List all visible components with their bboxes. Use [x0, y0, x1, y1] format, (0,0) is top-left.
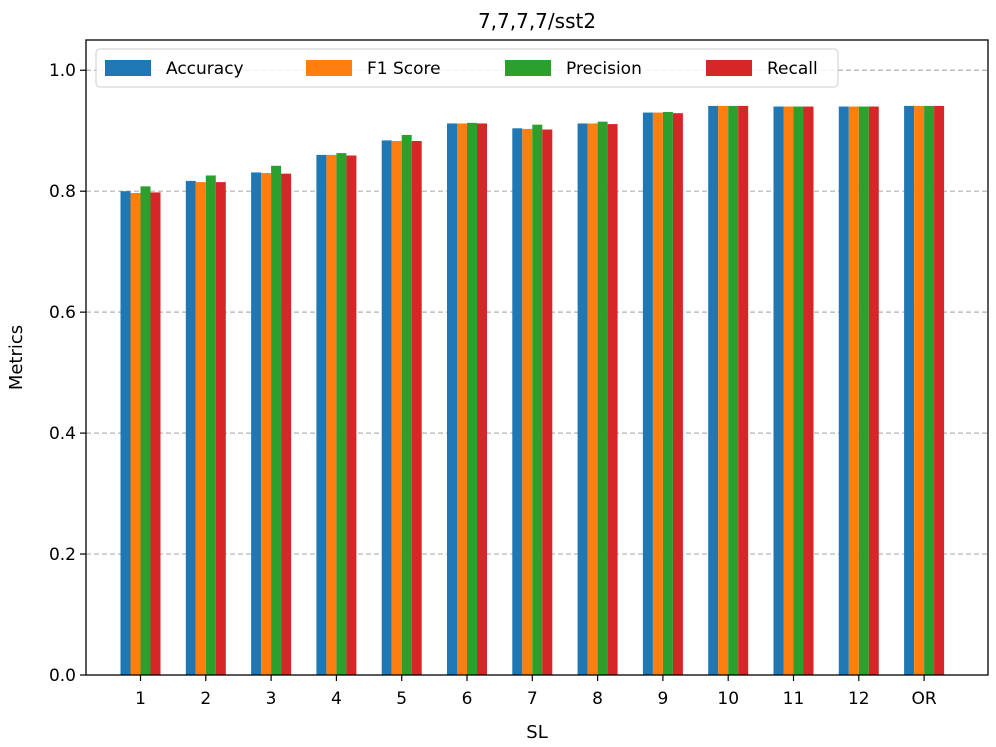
bar-precision: [597, 121, 608, 675]
bar-accuracy: [904, 105, 915, 675]
bar-recall: [672, 113, 683, 675]
plot-frame: [85, 39, 989, 676]
bar-accuracy: [577, 123, 588, 675]
y-tick-label: 1.0: [49, 61, 76, 81]
bar-recall: [934, 105, 945, 675]
legend-swatch: [105, 60, 151, 76]
bar-precision: [532, 124, 543, 675]
bar-recall: [803, 106, 814, 676]
bar-accuracy: [185, 180, 196, 675]
bar-recall: [738, 105, 749, 675]
bar-recall: [346, 155, 357, 675]
bar-precision: [401, 134, 412, 675]
bar-precision: [728, 105, 739, 675]
x-axis-label: SL: [526, 722, 547, 743]
x-tick-label: 11: [783, 689, 805, 709]
bar-f1-score: [522, 128, 533, 675]
x-tick-label: 9: [657, 689, 668, 709]
x-tick-label: 12: [848, 689, 870, 709]
legend-swatch: [505, 60, 551, 76]
legend-swatch: [306, 60, 352, 76]
y-axis-label: Metrics: [6, 325, 27, 390]
legend: Accuracy F1 Score Precision Recall: [95, 48, 839, 88]
axes: 0.00.20.40.60.81.01 2 3 4 5 6 7 8 9 10 11 12 OR: [49, 39, 989, 709]
x-tick-label: 10: [717, 689, 739, 709]
bar-recall: [150, 192, 161, 675]
bar-f1-score: [587, 123, 598, 675]
bar-recall: [215, 182, 226, 675]
bar-precision: [271, 165, 282, 676]
bar-accuracy: [316, 154, 327, 675]
bar-precision: [336, 153, 347, 676]
bar-precision: [924, 105, 935, 675]
legend-label: Accuracy: [166, 59, 244, 79]
bar-precision: [467, 122, 477, 676]
legend-label: F1 Score: [367, 59, 441, 79]
chart-title: 7,7,7,7/sst2: [478, 9, 596, 33]
x-tick-label: OR: [911, 689, 936, 709]
bar-f1-score: [848, 106, 859, 676]
bar-recall: [868, 106, 879, 676]
bar-precision: [858, 106, 869, 676]
bar-precision: [793, 106, 804, 676]
bar-accuracy: [120, 191, 131, 675]
bar-recall: [411, 140, 422, 675]
x-tick-label: 8: [592, 689, 603, 709]
bar-accuracy: [773, 106, 784, 676]
y-tick-label: 0.4: [49, 424, 76, 444]
bar-accuracy: [838, 106, 849, 676]
bar-accuracy: [251, 172, 262, 675]
x-tick-label: 6: [462, 689, 473, 709]
bar-f1-score: [195, 182, 206, 675]
bar-accuracy: [708, 105, 719, 675]
x-tick-label: 3: [266, 689, 277, 709]
legend-box: [95, 48, 839, 88]
y-tick-label: 0.0: [49, 666, 76, 686]
bar-recall: [607, 124, 618, 676]
bar-accuracy: [447, 123, 457, 675]
x-tick-label: 1: [135, 689, 146, 709]
bar-f1-score: [457, 123, 467, 675]
bar-precision: [140, 186, 151, 675]
bar-f1-score: [783, 106, 794, 676]
y-tick-label: 0.8: [49, 182, 76, 202]
x-tick-label: 5: [396, 689, 407, 709]
bar-f1-score: [652, 112, 663, 676]
bar-recall: [477, 123, 487, 675]
bar-f1-score: [718, 105, 729, 675]
y-tick-label: 0.6: [49, 303, 76, 323]
bar-accuracy: [381, 140, 392, 675]
bars: [120, 105, 945, 676]
bar-precision: [662, 111, 673, 675]
bar-f1-score: [326, 154, 337, 675]
x-tick-label: 4: [331, 689, 342, 709]
bar-accuracy: [642, 112, 653, 676]
legend-label: Recall: [767, 59, 818, 79]
bar-f1-score: [261, 173, 272, 676]
bar-f1-score: [391, 140, 402, 675]
bar-f1-score: [130, 193, 141, 675]
x-tick-label: 2: [200, 689, 211, 709]
y-tick-label: 0.2: [49, 545, 76, 565]
legend-swatch: [706, 60, 752, 76]
legend-label: Precision: [566, 59, 642, 79]
bar-f1-score: [914, 105, 925, 675]
bar-accuracy: [512, 128, 523, 676]
x-tick-label: 7: [527, 689, 538, 709]
bar-precision: [205, 175, 216, 675]
bar-recall: [542, 129, 553, 675]
bar-recall: [281, 173, 292, 675]
